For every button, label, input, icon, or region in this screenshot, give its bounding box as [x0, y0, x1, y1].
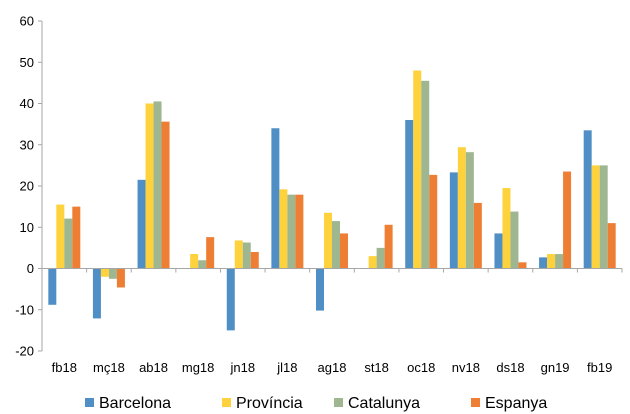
bar-barcelona-ag18	[316, 268, 324, 311]
bar-barcelona-jl18	[271, 128, 280, 269]
y-tick-label: 0	[27, 261, 34, 276]
bar-barcelona-jn18	[226, 268, 235, 331]
bar-província-mç18	[100, 268, 109, 277]
x-category-label: fb19	[587, 360, 612, 375]
bar-espanya-mç18	[116, 268, 125, 288]
x-category-label: fb18	[52, 360, 77, 375]
bar-barcelona-nv18	[449, 172, 458, 269]
bar-espanya-ab18	[161, 121, 170, 269]
legend-swatch-catalunya	[334, 398, 343, 407]
bar-província-fb18	[56, 204, 65, 269]
y-tick-label: 50	[20, 55, 34, 70]
legend-label-província: Província	[236, 395, 303, 412]
bar-espanya-oc18	[429, 174, 438, 269]
bar-catalunya-ds18	[510, 211, 519, 269]
y-tick-label: 60	[20, 14, 34, 29]
bar-catalunya-ab18	[153, 101, 162, 269]
legend-swatch-espanya	[471, 398, 480, 407]
bar-barcelona-ds18	[494, 233, 503, 269]
x-category-label: mg18	[182, 360, 215, 375]
bar-catalunya-ag18	[332, 221, 340, 269]
bar-catalunya-nv18	[465, 152, 474, 269]
y-tick-label: 30	[20, 137, 34, 152]
x-category-label: ab18	[139, 360, 168, 375]
bar-catalunya-mç18	[108, 268, 117, 279]
bar-província-oc18	[413, 70, 422, 269]
y-tick-label: 10	[20, 220, 34, 235]
bar-catalunya-st18	[376, 247, 385, 269]
legend-swatch-província	[222, 398, 231, 407]
y-tick-label: -10	[15, 302, 34, 317]
bar-província-st18	[368, 256, 377, 269]
bar-barcelona-fb18	[48, 268, 57, 305]
bar-espanya-jl18	[295, 194, 304, 269]
bar-espanya-ds18	[518, 262, 527, 269]
bar-catalunya-gn19	[555, 254, 564, 269]
legend-swatch-barcelona	[85, 398, 94, 407]
bar-espanya-nv18	[473, 202, 482, 269]
bar-catalunya-fb19	[599, 165, 608, 269]
bar-província-fb19	[591, 165, 600, 269]
x-category-label: ds18	[496, 360, 524, 375]
bar-espanya-fb18	[72, 206, 81, 269]
bar-espanya-gn19	[563, 171, 572, 269]
bar-catalunya-oc18	[421, 80, 430, 269]
y-tick-label: -20	[15, 344, 34, 359]
bar-catalunya-mg18	[198, 260, 207, 269]
bar-espanya-ag18	[340, 233, 348, 269]
y-tick-label: 20	[20, 179, 34, 194]
x-category-label: st18	[364, 360, 389, 375]
bar-espanya-jn18	[250, 252, 259, 269]
bar-barcelona-fb19	[583, 130, 592, 269]
x-category-label: ag18	[318, 360, 347, 375]
x-category-label: gn19	[541, 360, 570, 375]
bar-província-nv18	[457, 147, 466, 269]
legend-label-catalunya: Catalunya	[348, 395, 420, 412]
bar-espanya-fb19	[607, 223, 616, 269]
bar-província-jn18	[234, 240, 243, 269]
bar-província-ds18	[502, 188, 511, 269]
bar-província-ag18	[324, 212, 332, 269]
bar-barcelona-mç18	[92, 268, 101, 319]
bar-catalunya-jl18	[287, 194, 296, 269]
x-category-label: oc18	[407, 360, 435, 375]
x-category-label: jn18	[229, 360, 255, 375]
bar-barcelona-ab18	[137, 179, 146, 269]
bar-província-ab18	[145, 103, 154, 269]
bar-barcelona-oc18	[405, 120, 414, 269]
x-category-label: mç18	[93, 360, 125, 375]
x-category-label: nv18	[452, 360, 480, 375]
bar-espanya-st18	[384, 224, 393, 269]
y-tick-label: 40	[20, 96, 34, 111]
x-category-label: jl18	[276, 360, 297, 375]
legend-label-espanya: Espanya	[485, 395, 547, 412]
bar-província-jl18	[279, 189, 288, 269]
bar-província-mg18	[190, 254, 199, 269]
bar-província-gn19	[547, 254, 556, 269]
bar-catalunya-jn18	[242, 242, 251, 269]
legend-label-barcelona: Barcelona	[99, 395, 171, 412]
bar-barcelona-gn19	[539, 257, 548, 269]
bar-espanya-mg18	[206, 237, 215, 269]
bar-catalunya-fb18	[64, 218, 73, 269]
